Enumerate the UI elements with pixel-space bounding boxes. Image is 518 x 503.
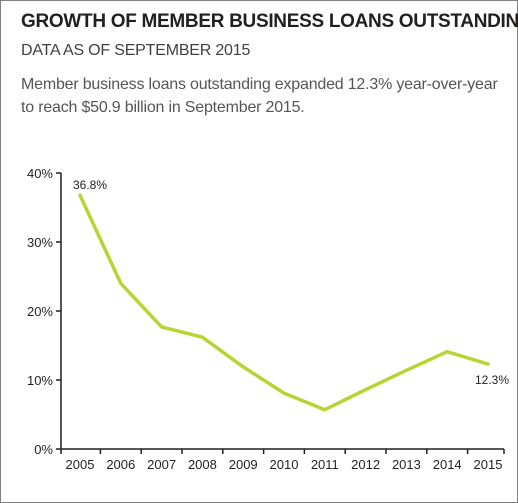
x-tick-label: 2012 — [351, 457, 380, 472]
data-label: 12.3% — [475, 373, 509, 387]
y-tick-label: 40% — [27, 166, 53, 181]
x-tick-label: 2013 — [392, 457, 421, 472]
series-group — [78, 193, 490, 412]
y-axis-ticks: 0% 10% 20% 30% 40% — [27, 166, 61, 457]
x-tick-label: 2011 — [311, 457, 339, 472]
x-axis-ticks: 2005 2006 2007 2008 2009 2010 2011 2012 2013 2014… — [60, 449, 505, 472]
x-tick-label: 2006 — [106, 457, 135, 472]
data-labels: 36.8% 12.3% — [73, 178, 509, 387]
x-tick-label: 2009 — [229, 457, 258, 472]
series-line — [78, 193, 490, 412]
y-tick-label: 10% — [27, 373, 53, 388]
chart-title: GROWTH OF MEMBER BUSINESS LOANS OUTSTAND… — [21, 11, 518, 32]
y-tick-label: 30% — [27, 235, 53, 250]
data-label: 36.8% — [73, 178, 107, 192]
x-tick-label: 2007 — [147, 457, 176, 472]
chart-description: Member business loans outstanding expand… — [21, 76, 498, 116]
x-tick-label: 2015 — [474, 457, 503, 472]
x-tick-label: 2005 — [66, 457, 95, 472]
y-tick-label: 20% — [27, 304, 53, 319]
x-tick-label: 2008 — [188, 457, 217, 472]
y-tick-label: 0% — [34, 442, 53, 457]
chart-subtitle: DATA AS OF SEPTEMBER 2015 — [21, 42, 251, 59]
x-tick-label: 2014 — [433, 457, 462, 472]
x-tick-label: 2010 — [270, 457, 299, 472]
